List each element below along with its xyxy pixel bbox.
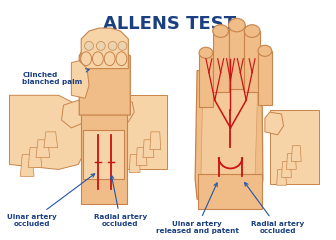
Polygon shape bbox=[258, 51, 272, 105]
Polygon shape bbox=[265, 112, 284, 135]
Polygon shape bbox=[9, 95, 83, 169]
Polygon shape bbox=[121, 100, 134, 122]
Ellipse shape bbox=[228, 18, 245, 32]
Polygon shape bbox=[44, 132, 57, 148]
Polygon shape bbox=[282, 162, 291, 177]
Polygon shape bbox=[277, 169, 287, 185]
Polygon shape bbox=[28, 148, 42, 168]
Polygon shape bbox=[122, 95, 167, 169]
Polygon shape bbox=[199, 53, 213, 107]
Polygon shape bbox=[270, 110, 319, 184]
Polygon shape bbox=[81, 59, 127, 204]
Polygon shape bbox=[61, 100, 85, 128]
Polygon shape bbox=[143, 140, 154, 158]
Polygon shape bbox=[20, 155, 34, 176]
Text: Ulnar artery
released and patent: Ulnar artery released and patent bbox=[156, 183, 239, 234]
Polygon shape bbox=[136, 148, 147, 165]
Text: Ulnar artery
occluded: Ulnar artery occluded bbox=[7, 174, 95, 227]
Ellipse shape bbox=[96, 42, 105, 50]
Polygon shape bbox=[83, 130, 124, 179]
Ellipse shape bbox=[104, 52, 115, 66]
Ellipse shape bbox=[92, 52, 103, 66]
Ellipse shape bbox=[108, 42, 117, 50]
Polygon shape bbox=[71, 61, 89, 98]
Polygon shape bbox=[213, 31, 228, 92]
Polygon shape bbox=[228, 25, 245, 89]
Ellipse shape bbox=[81, 52, 91, 66]
Ellipse shape bbox=[244, 25, 260, 37]
Ellipse shape bbox=[199, 47, 213, 58]
Polygon shape bbox=[129, 155, 140, 172]
Polygon shape bbox=[201, 80, 258, 184]
Polygon shape bbox=[198, 174, 262, 209]
Polygon shape bbox=[79, 44, 130, 115]
Polygon shape bbox=[287, 154, 296, 169]
Polygon shape bbox=[195, 71, 263, 209]
Ellipse shape bbox=[116, 52, 127, 66]
Ellipse shape bbox=[258, 45, 272, 56]
Text: Radial artery
occluded: Radial artery occluded bbox=[94, 175, 147, 227]
Text: ALLENS TEST: ALLENS TEST bbox=[103, 15, 236, 33]
Ellipse shape bbox=[118, 42, 127, 50]
Polygon shape bbox=[36, 140, 50, 158]
Polygon shape bbox=[244, 31, 260, 92]
Text: Radial artery
occluded: Radial artery occluded bbox=[245, 183, 304, 234]
Text: Clinched
blanched palm: Clinched blanched palm bbox=[22, 69, 89, 85]
Polygon shape bbox=[81, 28, 128, 69]
Polygon shape bbox=[291, 146, 301, 162]
Ellipse shape bbox=[85, 42, 93, 50]
Polygon shape bbox=[150, 132, 161, 150]
Ellipse shape bbox=[213, 25, 228, 37]
